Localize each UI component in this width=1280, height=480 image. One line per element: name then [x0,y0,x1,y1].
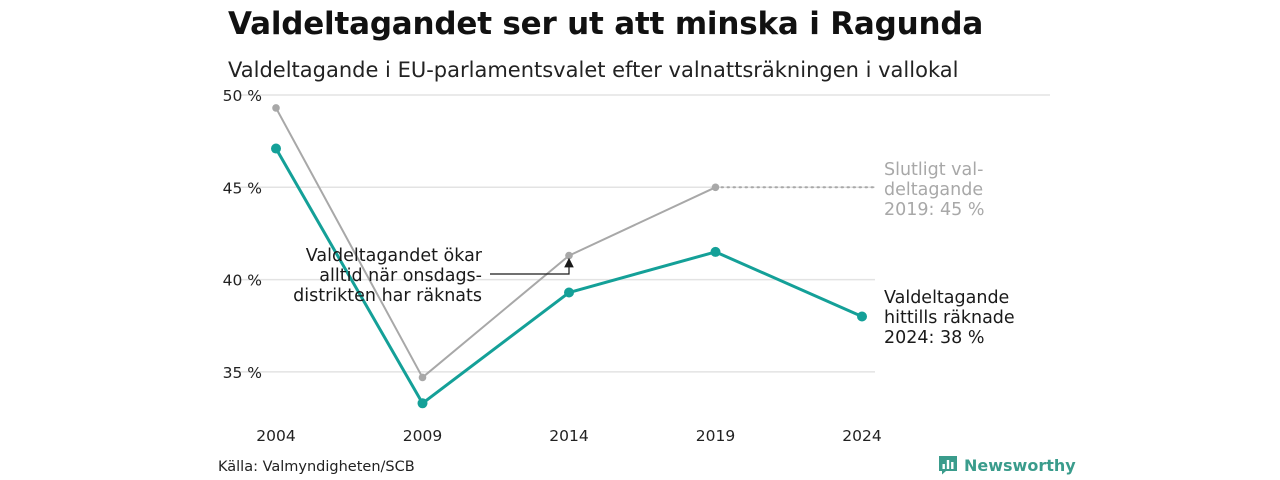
x-tick-label: 2004 [256,427,295,445]
data-point-final [565,251,573,260]
bar-chart-icon [939,456,957,475]
x-tick-label: 2019 [696,427,735,445]
annotation-current-label-line: hittills räknade [884,308,1015,328]
annotation-current-label-line: Valdeltagande [884,288,1009,308]
y-axis: 35 % 40 % 45 % 50 % [223,87,262,382]
brand-logo: Newsworthy [938,455,1076,475]
annotation-note-line: alltid när onsdags- [319,266,482,286]
data-point-counted [710,246,721,257]
data-point-counted [564,287,574,298]
y-tick-label: 35 % [223,364,262,382]
x-tick-label: 2009 [403,427,442,445]
annotation-note-line: Valdeltagandet ökar [306,246,483,266]
source-note: Källa: Valmyndigheten/SCB [218,459,415,475]
annotation-note-line: distrikten har räknats [293,286,482,306]
data-point-counted [271,143,281,154]
series-points [271,104,867,409]
data-point-final [418,373,427,382]
y-tick-label: 45 % [223,179,262,197]
chart-title: Valdeltagandet ser ut att minska i Ragun… [228,6,984,42]
chart-subtitle: Valdeltagande i EU-parlamentsvalet efter… [228,58,959,82]
y-tick-label: 50 % [223,87,262,105]
data-point-counted [857,311,867,322]
annotation-arrow [490,257,574,275]
annotation-final-label-line: deltagande [884,180,983,200]
x-tick-label: 2024 [842,427,881,445]
series-line-final [275,107,716,379]
annotation-current-label-line: 2024: 38 % [884,328,984,348]
annotation-final-label-line: 2019: 45 % [884,200,984,220]
y-tick-label: 40 % [223,272,262,290]
data-point-final [272,104,280,112]
data-point-final [711,183,720,192]
x-axis: 2004 2009 2014 2019 2024 [256,427,881,445]
x-tick-label: 2014 [549,427,588,445]
annotation-final-label-line: Slutligt val- [884,160,983,180]
data-point-counted [417,398,428,409]
brand-name: Newsworthy [964,455,1076,475]
